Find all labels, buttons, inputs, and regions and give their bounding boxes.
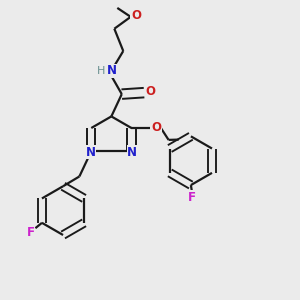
Text: O: O — [151, 121, 161, 134]
Text: N: N — [107, 64, 117, 77]
Text: F: F — [27, 226, 34, 239]
Text: N: N — [127, 146, 137, 159]
Text: F: F — [188, 191, 196, 204]
Text: O: O — [146, 85, 156, 98]
Text: H: H — [97, 66, 105, 76]
Text: N: N — [85, 146, 95, 159]
Text: O: O — [131, 9, 141, 22]
